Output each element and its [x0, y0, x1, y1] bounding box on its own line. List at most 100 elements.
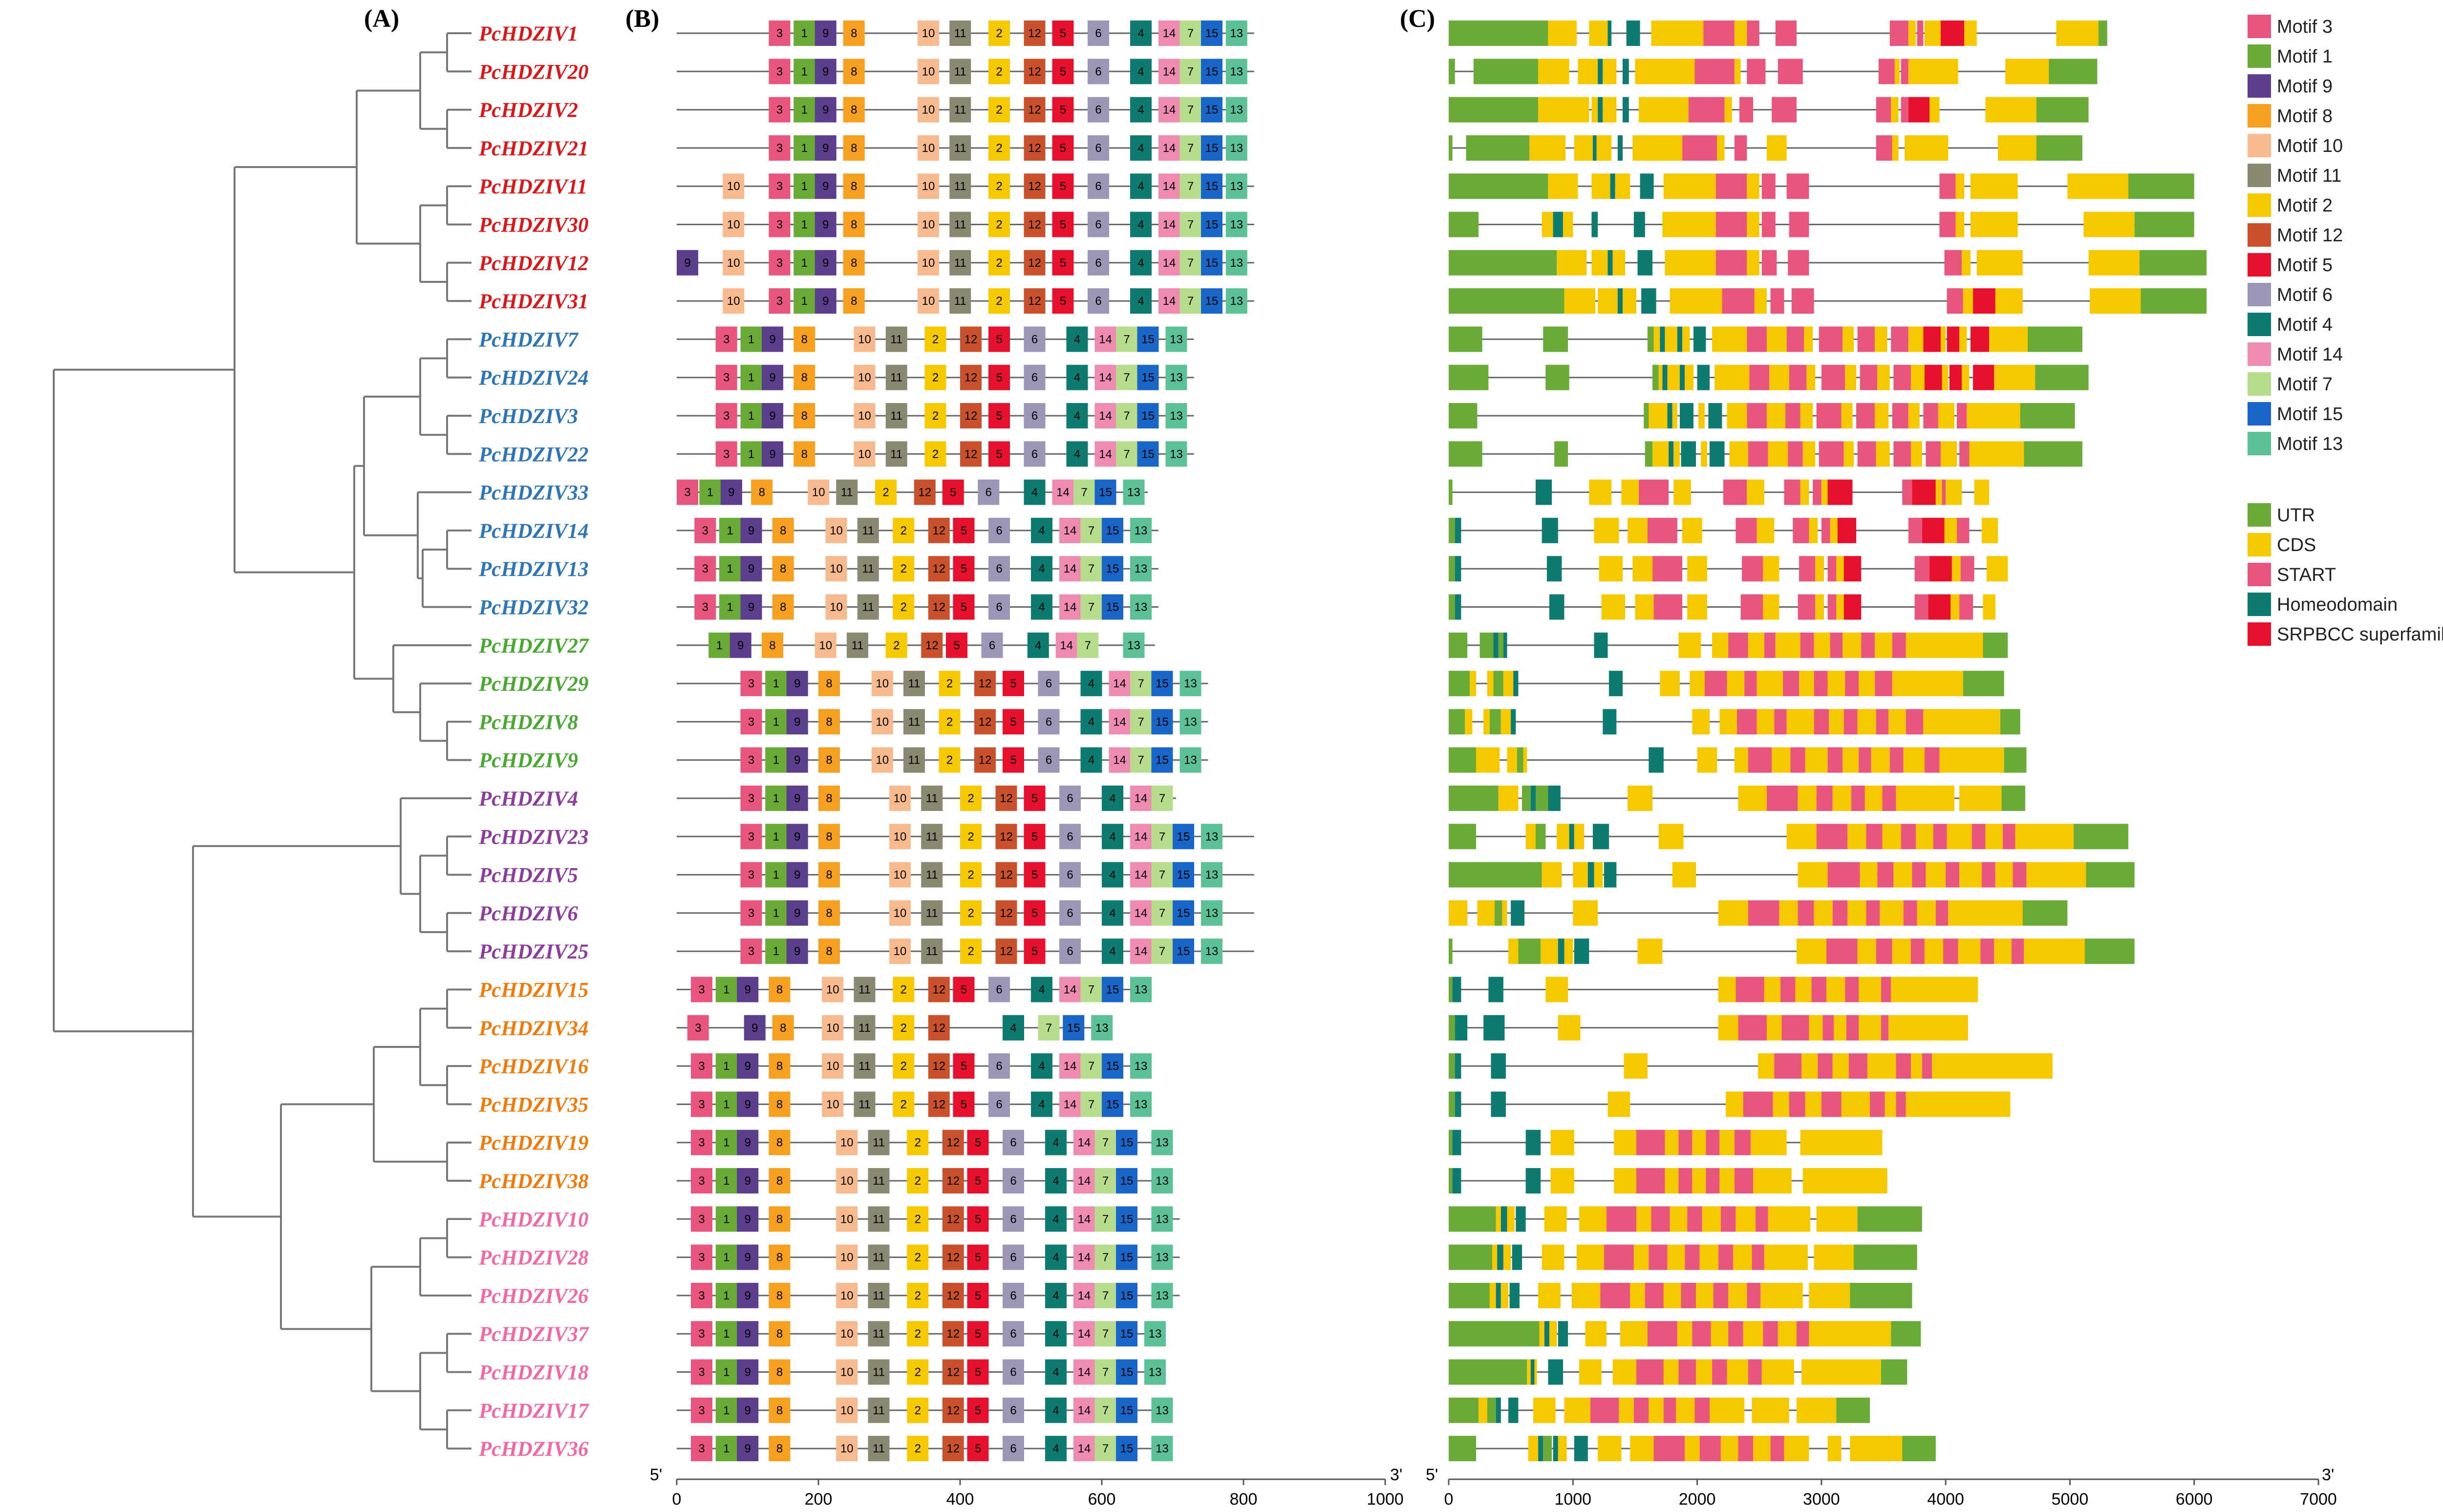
cds-segment: [1748, 632, 1764, 658]
start-segment: [1876, 938, 1892, 964]
motif-15-box: 15: [1116, 1206, 1137, 1232]
cds-segment: [1923, 709, 2001, 735]
homeodomain-segment: [1623, 59, 1629, 85]
cds-segment: [1734, 747, 1748, 773]
gene-label: PcHDZIV37: [478, 1323, 589, 1346]
cds-segment: [1826, 977, 1845, 1002]
svg-text:4: 4: [1137, 256, 1144, 270]
svg-text:13: 13: [1184, 715, 1197, 728]
svg-text:7: 7: [1102, 1251, 1109, 1264]
utr-segment: [1449, 747, 1476, 773]
svg-text:4: 4: [1038, 983, 1045, 997]
motif-14-box: 14: [1073, 1436, 1095, 1462]
svg-text:11: 11: [890, 447, 902, 461]
motif-11-box: 11: [949, 97, 971, 123]
svg-text:11: 11: [926, 792, 938, 805]
cds-segment: [1525, 824, 1536, 850]
svg-text:15: 15: [1205, 27, 1219, 40]
svg-text:12: 12: [932, 1060, 945, 1073]
cds-segment: [1594, 517, 1619, 543]
motif-9-box: 9: [814, 250, 836, 276]
motif-10-box: 10: [854, 403, 876, 428]
cds-segment: [1508, 938, 1519, 964]
motif-6-box: 6: [1038, 709, 1060, 735]
motif-5-box: 5: [1003, 747, 1024, 773]
svg-text:15: 15: [1156, 677, 1169, 690]
cds-segment: [1758, 1053, 1775, 1079]
cds-segment: [1795, 977, 1812, 1002]
motif-8-box: 8: [793, 326, 815, 352]
svg-text:7: 7: [1102, 1404, 1109, 1417]
motif-10-box: 10: [836, 1397, 858, 1423]
homeodomain-segment: [1623, 97, 1629, 123]
motif-10-box: 10: [822, 977, 844, 1002]
svg-text:9: 9: [769, 447, 775, 461]
motif-3-box: 3: [715, 403, 737, 428]
homeodomain-segment: [1708, 403, 1722, 428]
svg-text:11: 11: [954, 180, 966, 193]
motif-15-box: 15: [1173, 824, 1194, 850]
cds-segment: [1753, 1168, 1792, 1193]
start-segment: [1752, 1244, 1764, 1270]
motif-8-box: 8: [772, 1015, 794, 1041]
svg-text:5: 5: [1060, 256, 1066, 270]
utr-segment: [1850, 1282, 1912, 1308]
cds-segment: [1764, 1244, 1808, 1270]
homeodomain-segment: [1574, 938, 1589, 964]
motif-10-box: 10: [871, 671, 893, 697]
motif-5-box: 5: [967, 1321, 989, 1347]
motif-14-box: 14: [1130, 824, 1152, 850]
cds-segment: [1859, 977, 1881, 1002]
srpbcc-segment: [1947, 326, 1960, 352]
motif-12-box: 12: [1024, 135, 1046, 161]
motif-13-box: 13: [1201, 900, 1222, 926]
gene-label: PcHDZIV22: [478, 443, 589, 466]
motif-11-box: 11: [868, 1397, 890, 1423]
svg-text:15: 15: [1120, 1251, 1134, 1264]
cds-segment: [1947, 824, 1972, 850]
motif-3-box: 3: [691, 1282, 712, 1308]
utr-segment: [2022, 900, 2068, 926]
start-segment: [1866, 900, 1880, 926]
utr-segment: [2020, 403, 2075, 428]
cds-segment: [1757, 671, 1783, 697]
utr-segment: [1449, 441, 1482, 467]
svg-text:13: 13: [1205, 869, 1219, 882]
svg-text:11: 11: [926, 945, 938, 958]
svg-text:15: 15: [1120, 1289, 1134, 1302]
start-segment: [1818, 1053, 1833, 1079]
svg-text:5: 5: [975, 1442, 981, 1455]
cds-segment: [1489, 1282, 1496, 1308]
svg-text:1: 1: [773, 792, 779, 805]
start-segment: [1688, 97, 1725, 123]
svg-text:11: 11: [890, 409, 902, 423]
svg-text:3: 3: [698, 1213, 705, 1226]
utr-segment: [2024, 441, 2082, 467]
motif-8-box: 8: [793, 364, 815, 390]
cds-segment: [1579, 1359, 1602, 1385]
motif-7-box: 7: [1179, 250, 1201, 276]
cds-segment: [1589, 479, 1612, 505]
svg-text:1: 1: [727, 562, 733, 575]
motif-8-box: 8: [769, 1244, 791, 1270]
svg-text:12: 12: [946, 1327, 960, 1341]
svg-text:2: 2: [996, 256, 1002, 270]
svg-text:4: 4: [1052, 1213, 1059, 1226]
svg-text:11: 11: [873, 1174, 885, 1188]
motif-10-box: 10: [723, 212, 745, 237]
motif-15-box: 15: [1137, 441, 1159, 467]
motif-3-box: 3: [694, 556, 716, 582]
srpbcc-segment: [1908, 97, 1930, 123]
cds-segment: [1692, 1129, 1706, 1155]
cds-segment: [1637, 938, 1663, 964]
start-segment: [1816, 403, 1842, 428]
svg-text:6: 6: [1010, 1251, 1016, 1264]
svg-text:8: 8: [826, 945, 832, 958]
svg-text:15: 15: [1205, 142, 1219, 155]
svg-text:4: 4: [1052, 1136, 1059, 1150]
motif-axis-tick: 200: [805, 1490, 833, 1509]
utr-segment: [1449, 1282, 1490, 1308]
gene-axis-tick: 3000: [1803, 1490, 1840, 1509]
svg-text:5: 5: [1031, 792, 1038, 805]
cds-segment: [1719, 709, 1737, 735]
